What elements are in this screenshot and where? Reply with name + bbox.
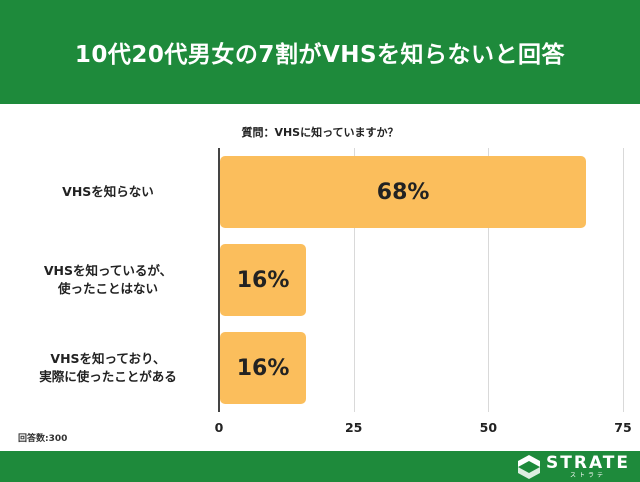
footer-bar: STRATE ストラテ bbox=[0, 451, 640, 482]
header-banner: 10代20代男女の7割がVHSを知らないと回答 bbox=[0, 0, 640, 104]
bar: 16% bbox=[220, 244, 307, 316]
gridline bbox=[488, 148, 490, 412]
brand-logo: STRATE ストラテ bbox=[518, 454, 630, 479]
x-tick-label: 0 bbox=[214, 420, 224, 435]
y-axis-line bbox=[218, 148, 220, 412]
bar-value-label: 68% bbox=[376, 179, 430, 205]
bar-value-label: 16% bbox=[236, 355, 290, 381]
bar: 68% bbox=[220, 156, 587, 228]
gridline bbox=[353, 148, 355, 412]
strate-logo-icon bbox=[518, 454, 541, 479]
gridline bbox=[623, 148, 624, 412]
category-label: VHSを知らない bbox=[62, 184, 154, 199]
chart-title: 質問：VHSに知っていますか？ bbox=[241, 126, 399, 139]
bar: 16% bbox=[220, 332, 307, 404]
x-tick-label: 50 bbox=[479, 420, 498, 435]
bar-value-label: 16% bbox=[236, 267, 290, 293]
x-tick-label: 75 bbox=[614, 420, 632, 435]
page-title: 10代20代男女の7割がVHSを知らないと回答 bbox=[74, 42, 566, 68]
brand-subtitle: ストラテ bbox=[570, 472, 607, 479]
category-label: VHSを知っているが、 使ったことはない bbox=[43, 263, 173, 296]
brand-name: STRATE bbox=[546, 453, 630, 473]
x-tick-label: 25 bbox=[344, 420, 363, 435]
category-label: VHSを知っており、 実際に使ったことがある bbox=[39, 351, 177, 384]
respondents-count: 回答数:300 bbox=[18, 434, 68, 444]
